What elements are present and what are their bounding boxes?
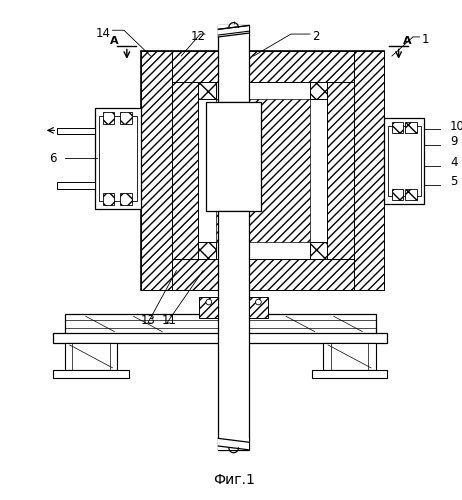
Text: Фиг.1: Фиг.1 xyxy=(213,474,255,488)
Bar xyxy=(57,128,95,134)
Bar xyxy=(312,370,387,378)
Bar xyxy=(198,242,215,259)
Bar xyxy=(310,82,327,99)
Bar xyxy=(99,116,137,201)
Bar xyxy=(215,99,219,242)
Bar xyxy=(103,112,115,124)
Bar xyxy=(65,314,376,334)
Bar xyxy=(206,102,261,212)
Circle shape xyxy=(206,299,212,305)
Bar xyxy=(172,82,198,259)
Bar xyxy=(392,188,403,200)
Text: 11: 11 xyxy=(162,314,177,326)
Bar xyxy=(219,438,249,450)
Bar xyxy=(54,334,387,343)
Text: 6: 6 xyxy=(49,152,57,164)
Bar xyxy=(219,26,249,37)
Text: А: А xyxy=(403,36,412,46)
Text: 14: 14 xyxy=(95,26,110,40)
Bar xyxy=(323,343,376,369)
Bar xyxy=(249,298,268,318)
Text: 4: 4 xyxy=(450,156,458,170)
Bar xyxy=(172,82,354,259)
Text: 9: 9 xyxy=(450,136,458,148)
Bar xyxy=(405,122,417,133)
Text: 12: 12 xyxy=(191,30,206,44)
Bar xyxy=(219,212,249,450)
Bar xyxy=(354,51,384,290)
Bar xyxy=(384,118,425,204)
Bar xyxy=(198,82,215,99)
Bar xyxy=(392,122,403,133)
Text: А: А xyxy=(109,36,118,46)
Text: 5: 5 xyxy=(450,176,457,188)
Text: 2: 2 xyxy=(312,30,319,44)
Bar xyxy=(327,82,354,259)
Bar xyxy=(103,194,115,205)
Circle shape xyxy=(255,299,261,305)
Bar xyxy=(405,188,417,200)
Bar xyxy=(219,26,249,102)
Bar xyxy=(141,259,384,290)
Bar xyxy=(199,298,219,318)
Bar xyxy=(65,343,117,369)
Bar xyxy=(310,242,327,259)
Bar xyxy=(141,51,384,82)
Bar xyxy=(95,108,141,208)
Bar xyxy=(54,370,129,378)
Text: 1: 1 xyxy=(421,34,429,46)
Bar xyxy=(388,126,420,196)
Bar xyxy=(141,51,384,290)
Text: 13: 13 xyxy=(141,314,156,326)
Text: 10: 10 xyxy=(450,120,462,133)
Bar xyxy=(120,194,132,205)
Bar xyxy=(57,182,95,188)
Bar xyxy=(141,51,172,290)
Bar xyxy=(120,112,132,124)
Bar xyxy=(249,99,310,242)
